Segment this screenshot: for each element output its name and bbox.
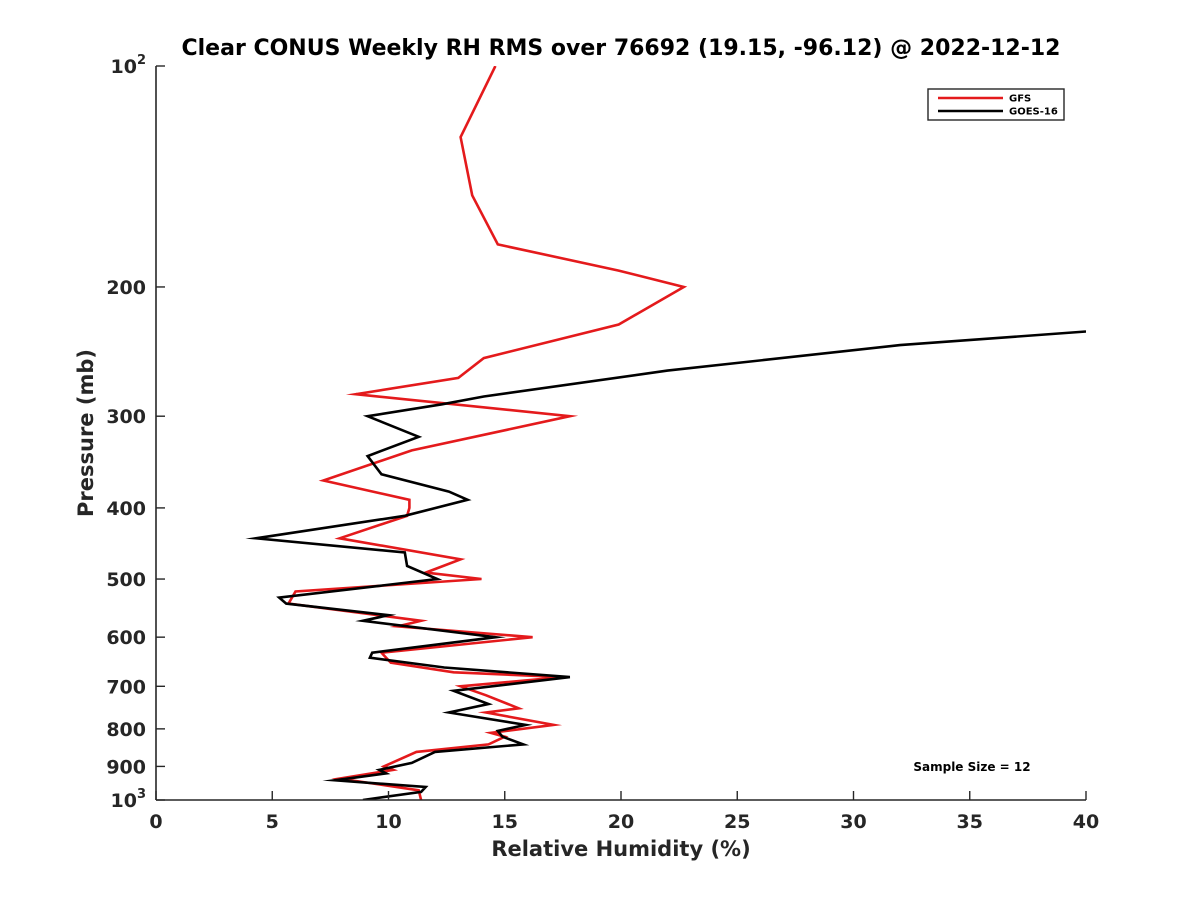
legend: GFS GOES-16 xyxy=(927,88,1065,121)
chart-title: Clear CONUS Weekly RH RMS over 76692 (19… xyxy=(182,36,1061,61)
legend-box xyxy=(927,88,1065,121)
series-layer xyxy=(245,66,1086,800)
y-tick-label: 200 xyxy=(106,277,146,299)
y-tick-label: 500 xyxy=(106,569,146,591)
axes: 0 5 10 15 20 25 30 35 40 102 200 300 400 500 600 700 800… xyxy=(106,53,1099,833)
x-tick-label: 35 xyxy=(957,811,983,833)
x-tick-label: 10 xyxy=(375,811,401,833)
x-tick-label: 40 xyxy=(1073,811,1099,833)
y-tick-label: 400 xyxy=(106,498,146,520)
y-axis-title: Pressure (mb) xyxy=(74,349,98,517)
x-tick-label: 25 xyxy=(724,811,750,833)
y-tick-label: 103 xyxy=(111,787,147,812)
y-tick-label: 102 xyxy=(111,53,147,78)
x-tick-label: 30 xyxy=(840,811,866,833)
x-axis-title: Relative Humidity (%) xyxy=(491,837,750,861)
y-tick-label: 800 xyxy=(106,719,146,741)
y-tick-label: 300 xyxy=(106,406,146,428)
y-tick-label: 900 xyxy=(106,756,146,778)
y-tick-label: 700 xyxy=(106,676,146,698)
y-tick-label: 600 xyxy=(106,627,146,649)
x-tick-label: 20 xyxy=(608,811,634,833)
x-tick-label: 5 xyxy=(266,811,279,833)
legend-label: GFS xyxy=(1009,94,1031,105)
series-line-goes-16 xyxy=(245,330,1086,800)
sample-size-annotation: Sample Size = 12 xyxy=(913,760,1030,774)
x-tick-label: 15 xyxy=(492,811,518,833)
legend-label: GOES-16 xyxy=(1009,107,1058,118)
series-line-gfs xyxy=(286,66,688,800)
x-tick-label: 0 xyxy=(149,811,162,833)
